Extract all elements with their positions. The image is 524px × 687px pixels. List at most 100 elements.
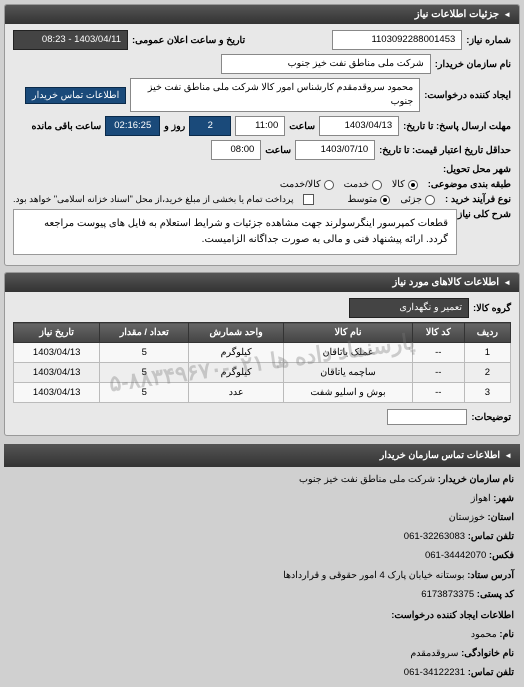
city-value: اهواز [471, 493, 491, 504]
table-cell: 1403/04/13 [14, 363, 100, 383]
panel2-title: اطلاعات کالاهای مورد نیاز [392, 277, 499, 288]
valid-time: 08:00 [211, 140, 261, 160]
desc-label: شرح کلی نیاز: [461, 209, 511, 220]
table-cell: 3 [464, 383, 510, 403]
radio-goods-label: کالا [392, 179, 405, 190]
category-label: طبقه بندی موضوعی: [428, 179, 511, 190]
table-cell: 5 [100, 343, 189, 363]
footer-contact: اطلاعات تماس سازمان خریدار نام سازمان خر… [4, 444, 520, 681]
radio-goods[interactable]: کالا [392, 179, 418, 190]
delivery-label: شهر محل تحویل: [443, 164, 511, 175]
valid-date: 1403/07/10 [295, 140, 375, 160]
announce-label: تاریخ و ساعت اعلان عمومی: [132, 35, 245, 46]
table-cell: کیلوگرم [189, 363, 284, 383]
table-cell: کیلوگرم [189, 343, 284, 363]
explain-label: توضیحات: [471, 412, 511, 423]
table-row: 2--ساچمه یاتاقانکیلوگرم51403/04/13 [14, 363, 511, 383]
arrow-icon [503, 277, 511, 288]
radio-dot-icon [372, 180, 382, 190]
pay-note: پرداخت تمام یا بخشی از مبلغ خرید،از محل … [13, 194, 293, 205]
radio-service[interactable]: خدمت [344, 179, 382, 190]
radio-both-label: کالا/خدمت [280, 179, 321, 190]
table-header: واحد شمارش [189, 323, 284, 343]
table-header: نام کالا [284, 323, 413, 343]
tel-value: 32263083-061 [404, 531, 465, 542]
fax-label: فکس: [489, 550, 514, 561]
family-value: سروقدمقدم [410, 648, 458, 659]
table-row: 3--بوش و اسلیو شفتعدد51403/04/13 [14, 383, 511, 403]
radio-dot-icon [380, 195, 390, 205]
need-no-value: 1103092288001453 [332, 30, 462, 50]
deadline-date: 1403/04/13 [319, 116, 399, 136]
req-header: اطلاعات ایجاد کننده درخواست: [391, 610, 514, 621]
footer-contact-title: اطلاعات تماس سازمان خریدار [380, 447, 500, 464]
footer-contact-header: اطلاعات تماس سازمان خریدار [4, 444, 520, 467]
addr-label: آدرس ستاد: [467, 570, 514, 581]
family-label: نام خانوادگی: [461, 648, 514, 659]
deadline-time: 11:00 [235, 116, 285, 136]
org-value: شرکت ملی مناطق نفت خیز جنوب [299, 474, 435, 485]
buyer-value: شرکت ملی مناطق نفت خیز جنوب [221, 54, 431, 74]
table-cell: ساچمه یاتاقان [284, 363, 413, 383]
checkbox-treasury[interactable] [303, 194, 314, 205]
explain-value [387, 409, 467, 425]
table-cell: 2 [464, 363, 510, 383]
postal-value: 6173873375 [421, 589, 474, 600]
table-cell: 5 [100, 363, 189, 383]
table-cell: -- [412, 343, 464, 363]
radio-dot-icon [324, 180, 334, 190]
tel-label: تلفن تماس: [468, 531, 514, 542]
radio-medium-label: متوسط [348, 194, 378, 205]
need-no-label: شماره نیاز: [466, 35, 511, 46]
radio-small-label: جزئی [400, 194, 422, 205]
group-value: تعمیر و نگهداری [349, 298, 469, 318]
time-label-2: ساعت [265, 145, 291, 156]
table-cell: عملک یاتاقان [284, 343, 413, 363]
radio-dot-icon [425, 195, 435, 205]
radio-both[interactable]: کالا/خدمت [280, 179, 334, 190]
announce-value: 1403/04/11 - 08:23 [13, 30, 128, 50]
table-header: کد کالا [412, 323, 464, 343]
org-label: نام سازمان خریدار: [438, 474, 514, 485]
tel2-label: تلفن تماس: [468, 667, 514, 678]
table-cell: -- [412, 363, 464, 383]
requester-value: محمود سروقدمقدم کارشناس امور کالا شرکت م… [130, 78, 420, 112]
radio-dot-icon [408, 180, 418, 190]
goods-info-header: اطلاعات کالاهای مورد نیاز [5, 273, 519, 292]
table-cell: بوش و اسلیو شفت [284, 383, 413, 403]
postal-label: کد پستی: [477, 589, 514, 600]
radio-small[interactable]: جزئی [400, 194, 435, 205]
arrow-icon [504, 447, 512, 464]
group-label: گروه کالا: [473, 303, 511, 314]
province-label: استان: [487, 512, 514, 523]
table-header: تاریخ نیاز [14, 323, 100, 343]
process-label: نوع فرآیند خرید : [445, 194, 511, 205]
days-label: روز و [164, 121, 185, 132]
tel2-value: 34122231-061 [404, 667, 465, 678]
need-details-panel: جزئیات اطلاعات نیاز شماره نیاز: 11030922… [4, 4, 520, 266]
contact-buyer-link[interactable]: اطلاعات تماس خریدار [25, 87, 126, 104]
need-details-header: جزئیات اطلاعات نیاز [5, 5, 519, 24]
desc-text: قطعات کمپرسور اینگرسولرند جهت مشاهده جزئ… [13, 209, 457, 255]
name-value: محمود [471, 629, 497, 640]
table-header: تعداد / مقدار [100, 323, 189, 343]
fax-value: 34442070-061 [425, 550, 486, 561]
table-row: 1--عملک یاتاقانکیلوگرم51403/04/13 [14, 343, 511, 363]
table-cell: 1403/04/13 [14, 383, 100, 403]
table-cell: 1 [464, 343, 510, 363]
time-remain: 02:16:25 [105, 116, 160, 136]
province-value: خوزستان [449, 512, 485, 523]
deadline-label: مهلت ارسال پاسخ: تا تاریخ: [403, 121, 511, 132]
name-label: نام: [499, 629, 514, 640]
time-remain-label: ساعت باقی مانده [32, 121, 102, 132]
buyer-label: نام سازمان خریدار: [435, 59, 511, 70]
city-label: شهر: [493, 493, 514, 504]
radio-medium[interactable]: متوسط [348, 194, 391, 205]
arrow-icon [503, 9, 511, 20]
panel1-title: جزئیات اطلاعات نیاز [415, 9, 499, 20]
goods-table: ردیفکد کالانام کالاواحد شمارشتعداد / مقد… [13, 322, 511, 403]
goods-info-panel: اطلاعات کالاهای مورد نیاز گروه کالا: تعم… [4, 272, 520, 436]
valid-label: حداقل تاریخ اعتبار قیمت: تا تاریخ: [379, 145, 511, 156]
days-remain: 2 [189, 116, 231, 136]
table-header: ردیف [464, 323, 510, 343]
